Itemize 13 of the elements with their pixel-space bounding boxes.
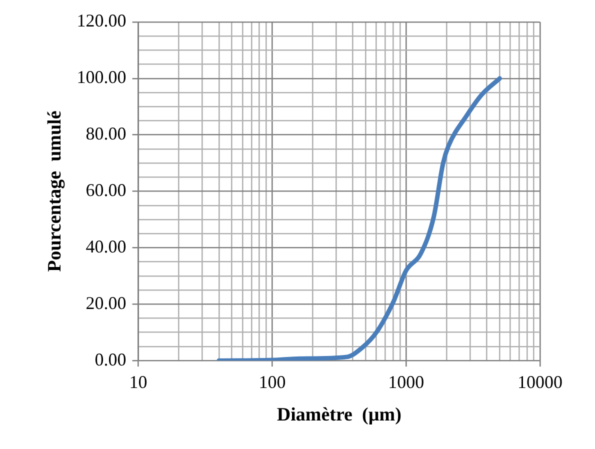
y-tick-label: 120.00: [76, 10, 126, 31]
y-tick-label: 40.00: [86, 236, 126, 256]
x-tick-label: 10000: [518, 372, 562, 392]
y-axis-title: Pourcentage umulé: [44, 110, 66, 272]
x-tick-label: 100: [258, 372, 286, 392]
y-tick-label: 80.00: [86, 124, 126, 144]
x-axis-title: Diamètre (µm): [276, 404, 402, 426]
y-tick-label: 100.00: [76, 67, 126, 88]
x-tick-label: 10: [129, 372, 148, 392]
x-tick-label: 1000: [388, 372, 424, 392]
y-tick-label: 0.00: [94, 349, 126, 370]
y-tick-label: 60.00: [86, 180, 126, 200]
y-tick-label: 20.00: [86, 292, 126, 313]
